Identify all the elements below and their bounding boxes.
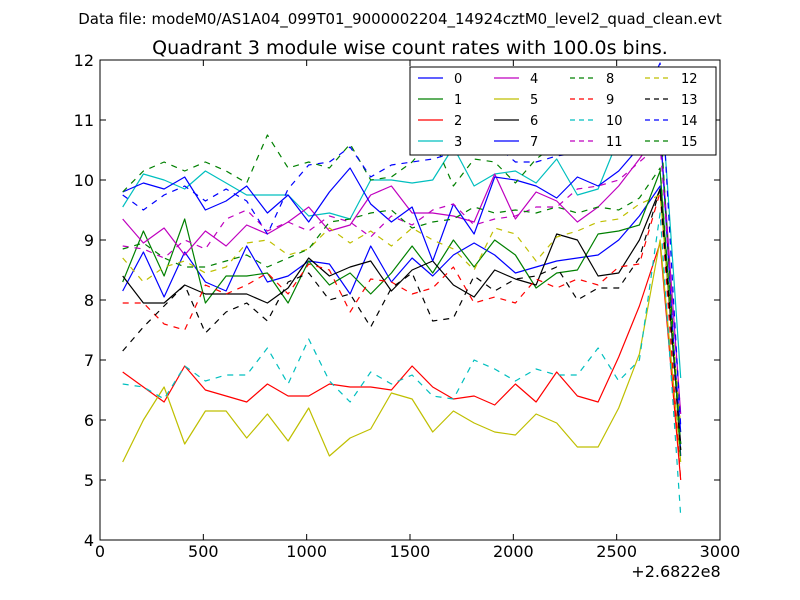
series-line-9 (122, 191, 682, 481)
series-line-5 (122, 239, 682, 463)
legend-box (409, 66, 717, 156)
legend-label-12: 12 (681, 72, 698, 87)
chart-suptitle: Data file: modeM0/AS1A04_099T01_90000022… (78, 10, 722, 29)
legend-label-4: 4 (530, 72, 538, 87)
x-tick-label: 1000 (286, 542, 327, 561)
legend-label-10: 10 (606, 114, 623, 129)
x-tick-label: 3000 (700, 542, 741, 561)
y-tick-label: 5 (84, 471, 94, 490)
series-line-14 (122, 62, 682, 427)
legend-label-15: 15 (681, 135, 698, 150)
x-tick-label: 500 (188, 542, 219, 561)
series-line-13 (122, 188, 682, 451)
y-tick-label: 6 (84, 411, 94, 430)
legend-label-13: 13 (681, 93, 698, 108)
legend-label-8: 8 (606, 72, 614, 87)
legend-label-9: 9 (606, 93, 614, 108)
series-group (122, 62, 682, 517)
legend-label-6: 6 (530, 114, 538, 129)
series-line-7 (122, 125, 682, 457)
series-line-3 (122, 77, 682, 379)
series-layer (122, 62, 682, 517)
series-line-15 (122, 167, 682, 445)
x-tick-label: 2000 (493, 542, 534, 561)
series-line-12 (122, 194, 682, 427)
y-tick-label: 4 (84, 531, 94, 550)
legend-label-7: 7 (530, 135, 538, 150)
legend-label-3: 3 (454, 135, 462, 150)
series-line-0 (122, 185, 682, 433)
y-tick-label: 12 (74, 51, 94, 70)
x-tick-label: 1500 (390, 542, 431, 561)
series-line-4 (122, 128, 682, 415)
series-line-2 (122, 242, 682, 481)
legend-label-5: 5 (530, 93, 538, 108)
legend-label-14: 14 (681, 114, 698, 129)
y-tick-label: 9 (84, 231, 94, 250)
x-tick-label: 0 (95, 542, 105, 561)
y-tick-label: 8 (84, 291, 94, 310)
x-tick-label: 2500 (596, 542, 637, 561)
legend-label-0: 0 (454, 72, 462, 87)
series-line-6 (122, 188, 682, 445)
legend-label-11: 11 (606, 135, 623, 150)
legend-label-1: 1 (454, 93, 462, 108)
series-line-11 (122, 143, 682, 415)
y-tick-label: 11 (74, 111, 94, 130)
x-offset-label: +2.6822e8 (631, 562, 720, 581)
series-line-10 (122, 212, 682, 517)
chart-title: Quadrant 3 module wise count rates with … (152, 37, 668, 59)
y-tick-label: 10 (74, 171, 94, 190)
y-tick-label: 7 (84, 351, 94, 370)
legend-label-2: 2 (454, 114, 462, 129)
